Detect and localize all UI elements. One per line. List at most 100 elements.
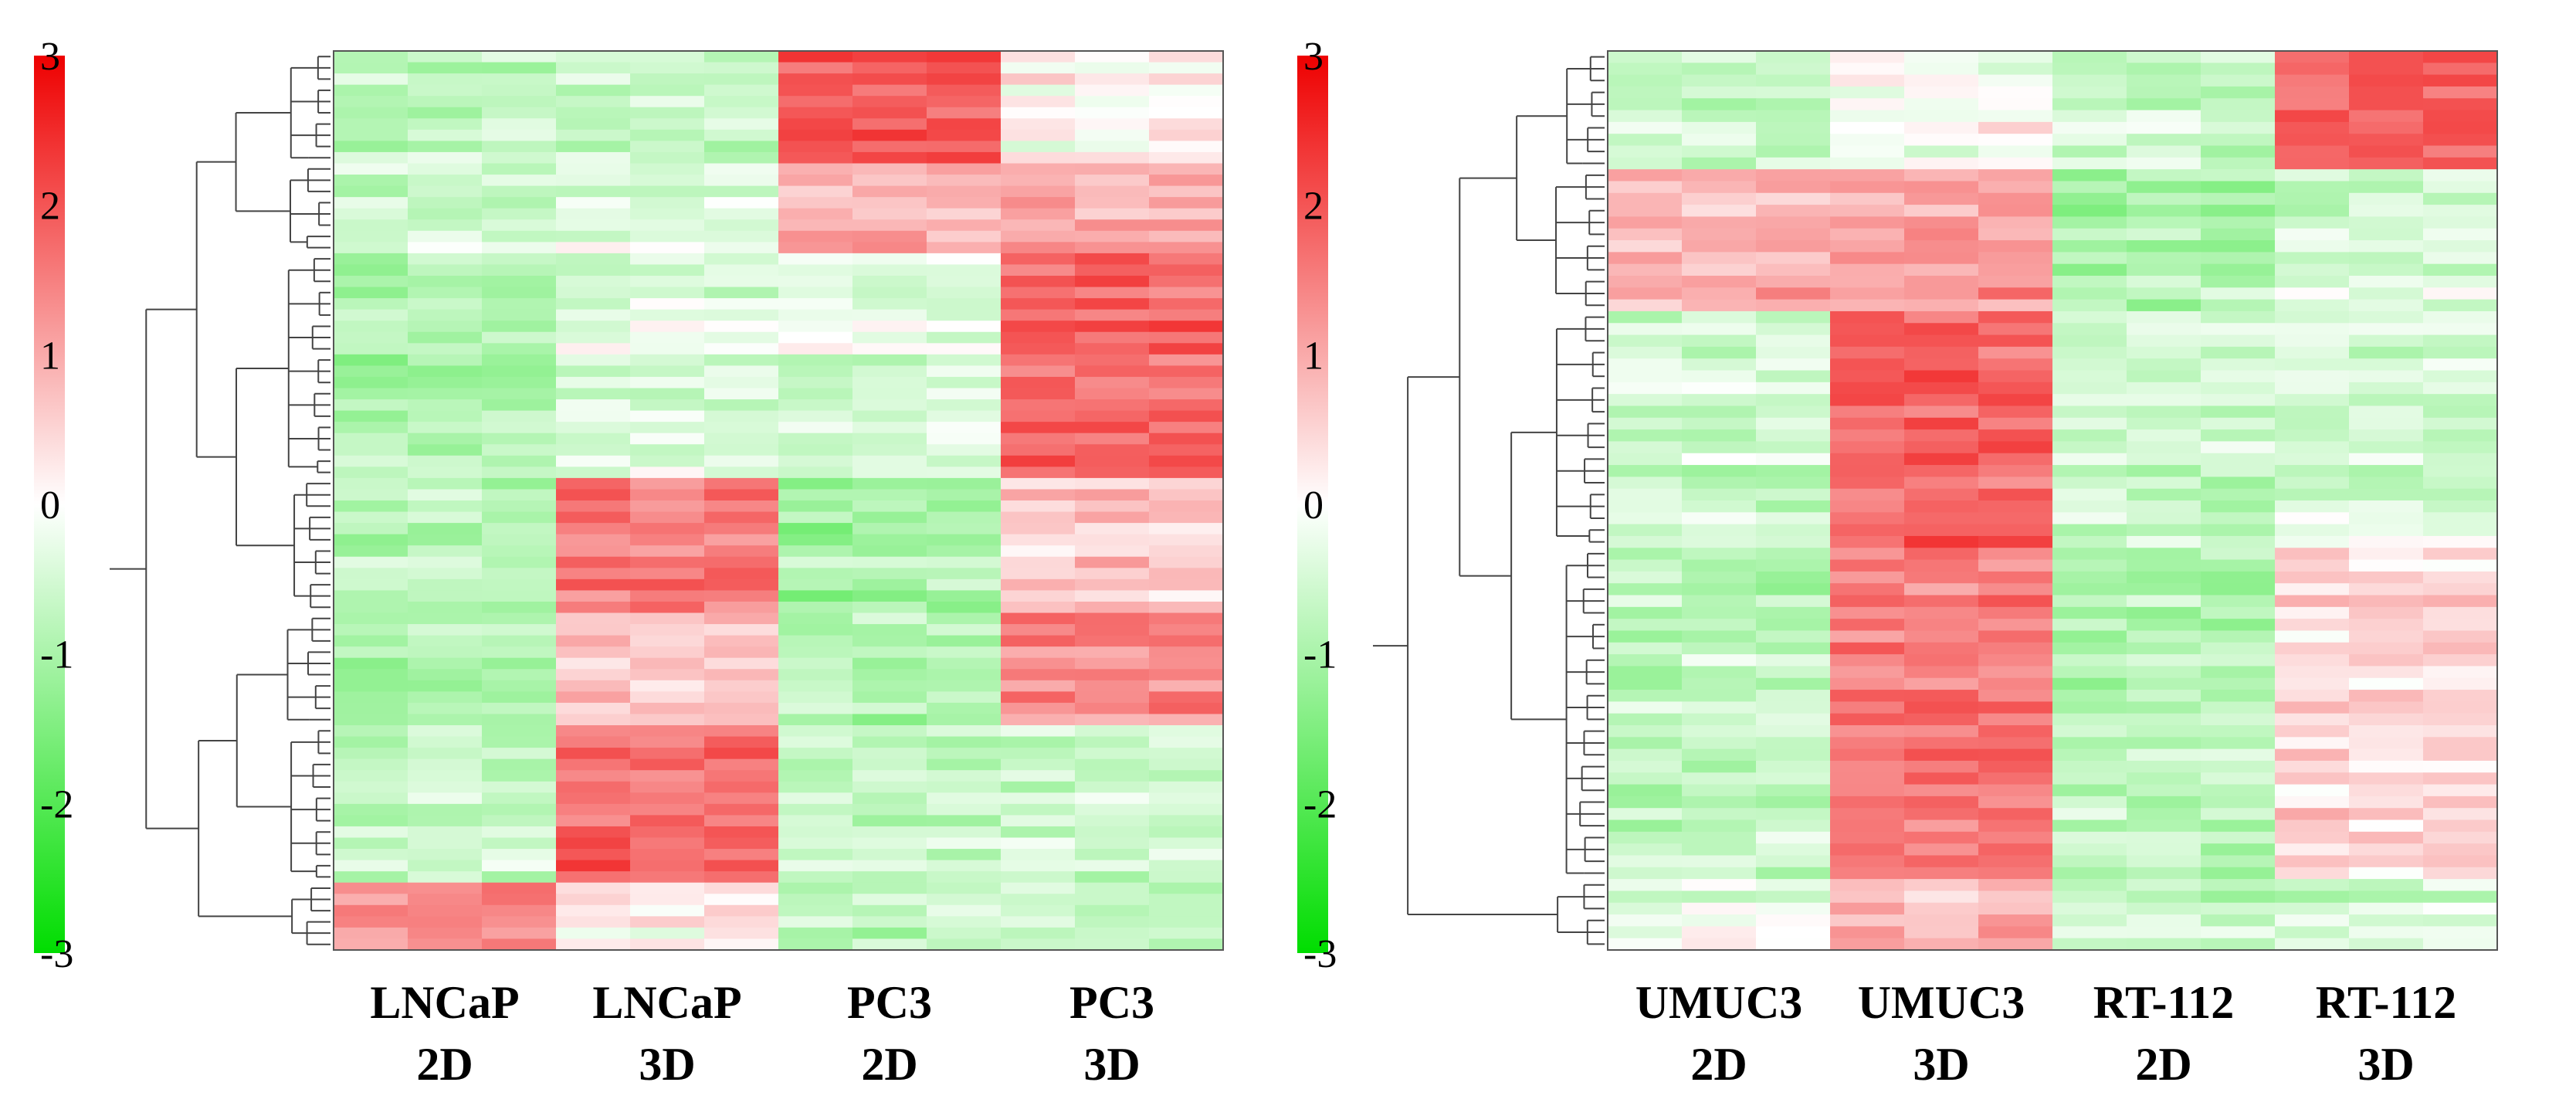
- heatmap-cell: [2127, 228, 2201, 241]
- heatmap-cell: [1001, 410, 1076, 422]
- heatmap-cell: [2275, 382, 2350, 395]
- heatmap-cell: [334, 803, 408, 816]
- heatmap-cell: [778, 568, 853, 580]
- heatmap-cell: [1756, 465, 1831, 477]
- heatmap-cell: [482, 770, 557, 782]
- heatmap-cell: [556, 219, 631, 232]
- heatmap-cell: [852, 230, 927, 243]
- heatmap-cell: [408, 803, 483, 816]
- heatmap-cell: [852, 657, 927, 670]
- heatmap-cell: [852, 725, 927, 738]
- heatmap-cell: [704, 511, 779, 524]
- heatmap-cell: [927, 680, 1002, 692]
- heatmap-cell: [1904, 914, 1979, 927]
- heatmap-cell: [1978, 405, 2053, 419]
- heatmap-cell: [1904, 559, 1979, 572]
- heatmap-cell: [2201, 488, 2276, 501]
- heatmap-cell: [1075, 477, 1150, 490]
- heatmap-cell: [927, 96, 1002, 108]
- heatmap-cell: [2275, 760, 2350, 773]
- heatmap-cell: [1075, 321, 1150, 333]
- heatmap-cell: [1075, 680, 1150, 692]
- heatmap-cell: [1149, 208, 1224, 220]
- heatmap-cell: [1001, 230, 1076, 243]
- heatmap-cell: [2423, 145, 2498, 158]
- heatmap-cell: [630, 185, 705, 198]
- heatmap-cell: [1830, 819, 1905, 833]
- heatmap-cell: [482, 826, 557, 839]
- heatmap-cell: [2052, 110, 2127, 123]
- heatmap-cell: [1075, 545, 1150, 558]
- heatmap-cell: [482, 287, 557, 299]
- heatmap-cell: [704, 264, 779, 276]
- heatmap-cell: [1904, 595, 1979, 608]
- heatmap-cell: [2275, 535, 2350, 548]
- heatmap-cell: [2423, 819, 2498, 833]
- heatmap-cell: [334, 118, 408, 131]
- heatmap-cell: [927, 264, 1002, 276]
- heatmap-cell: [334, 714, 408, 726]
- heatmap-cell: [2423, 382, 2498, 395]
- heatmap-cell: [927, 635, 1002, 647]
- heatmap-cell: [778, 590, 853, 602]
- heatmap-cell: [2423, 784, 2498, 797]
- heatmap-cell: [556, 84, 631, 97]
- heatmap-cell: [482, 354, 557, 366]
- heatmap-cell: [630, 376, 705, 389]
- heatmap-cell: [778, 388, 853, 400]
- heatmap-cell: [482, 242, 557, 254]
- heatmap-cell: [1756, 63, 1831, 76]
- heatmap-cell: [1682, 535, 1757, 548]
- heatmap-cell: [2201, 51, 2276, 63]
- heatmap-cell: [852, 837, 927, 850]
- heatmap-cell: [2423, 914, 2498, 927]
- heatmap-cell: [2423, 323, 2498, 336]
- heatmap-cell: [482, 230, 557, 243]
- heatmap-cell: [1904, 748, 1979, 762]
- heatmap-cell: [334, 354, 408, 366]
- heatmap-cell: [778, 51, 853, 63]
- heatmap-cell: [2349, 867, 2424, 880]
- heatmap-cell: [408, 466, 483, 479]
- heatmap-cell: [2201, 748, 2276, 762]
- heatmap-cell: [1682, 914, 1757, 927]
- heatmap-cell: [2275, 216, 2350, 229]
- heatmap-cell: [1830, 737, 1905, 750]
- heatmap-cell: [630, 151, 705, 165]
- heatmap-cell: [482, 253, 557, 266]
- heatmap-cell: [704, 725, 779, 738]
- heatmap-cell: [2349, 535, 2424, 548]
- heatmap-cell: [1904, 134, 1979, 147]
- column-label-line1: RT-112: [2093, 977, 2234, 1028]
- heatmap-cell: [1001, 489, 1076, 501]
- heatmap-cell: [408, 331, 483, 344]
- heatmap-cell: [1682, 690, 1757, 702]
- heatmap-cell: [1682, 429, 1757, 443]
- heatmap-cell: [1756, 784, 1831, 797]
- heatmap-cell: [1608, 334, 1683, 348]
- heatmap-cell: [1978, 784, 2053, 797]
- heatmap-cell: [2423, 748, 2498, 762]
- heatmap-cell: [1001, 725, 1076, 738]
- heatmap-cell: [1830, 287, 1905, 300]
- heatmap-cell: [778, 62, 853, 74]
- heatmap-cell: [482, 376, 557, 389]
- heatmap-cell: [1978, 240, 2053, 253]
- heatmap-cell: [1075, 197, 1150, 209]
- heatmap-cell: [1978, 276, 2053, 288]
- heatmap-cell: [1904, 287, 1979, 300]
- heatmap-cell: [2423, 86, 2498, 99]
- heatmap-cell: [927, 927, 1002, 940]
- heatmap-cell: [1830, 606, 1905, 619]
- heatmap-cell: [1001, 163, 1076, 175]
- heatmap-cell: [482, 871, 557, 884]
- heatmap-cell: [2423, 630, 2498, 643]
- heatmap-cell: [1075, 141, 1150, 153]
- heatmap-cell: [927, 287, 1002, 299]
- heatmap-cell: [408, 590, 483, 602]
- heatmap-cell: [1149, 197, 1224, 209]
- heatmap-cell: [1978, 394, 2053, 407]
- heatmap-cell: [2349, 701, 2424, 714]
- heatmap-cell: [1830, 86, 1905, 99]
- heatmap-cell: [630, 298, 705, 310]
